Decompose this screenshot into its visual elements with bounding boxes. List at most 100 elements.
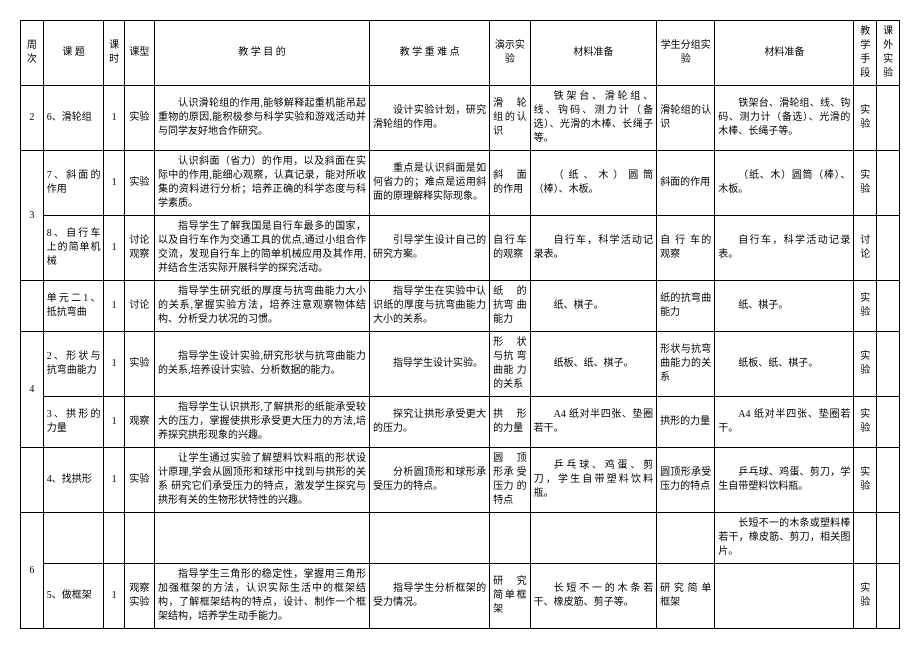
- cell-purpose: 让学生通过实验了解塑料饮料瓶的形状设计原理,学会从圆顶形和球形中找到与拱形的关系…: [155, 448, 370, 513]
- cell-type: 实验: [124, 151, 154, 216]
- cell-extra: [877, 86, 900, 151]
- cell-hours: 1: [104, 448, 124, 513]
- table-row: 5、做框架 1 观察实验 指导学生三角形的稳定性，掌握用三角形加强框架的方法，认…: [21, 564, 900, 629]
- cell-topic: 2、形状与抗弯曲能力: [43, 332, 104, 397]
- header-extra: 课外实验: [877, 21, 900, 86]
- cell-demo: 圆 顶 形承 受 压力 的 特点: [490, 448, 530, 513]
- cell-topic: 8、自行车上的简单机械: [43, 216, 104, 281]
- cell-group: 形状与抗弯曲能力的关系: [657, 332, 715, 397]
- cell-week: 2: [21, 86, 44, 151]
- cell-material1: [530, 513, 656, 564]
- table-row: 3 7、斜面的作用 1 实验 认识斜面（省力）的作用，以及斜面在实际中的作用,能…: [21, 151, 900, 216]
- cell-extra: [877, 513, 900, 564]
- cell-focus: 指导学生设计实验。: [370, 332, 490, 397]
- cell-group: 圆顶形承受压力的特点: [657, 448, 715, 513]
- cell-extra: [877, 448, 900, 513]
- cell-group: [657, 513, 715, 564]
- cell-type: 实验: [124, 86, 154, 151]
- cell-demo: 滑 轮 组的认识: [490, 86, 530, 151]
- cell-focus: 指导学生分析框架的受力情况。: [370, 564, 490, 629]
- cell-method: [854, 513, 877, 564]
- cell-method: 实验: [854, 397, 877, 448]
- cell-hours: 1: [104, 397, 124, 448]
- cell-material1: 长短不一的木条若干、橡皮筋、剪子等。: [530, 564, 656, 629]
- cell-hours: 1: [104, 86, 124, 151]
- header-row: 周次 课 题 课时 课型 教 学 目 的 教 学 重 难 点 演示实验 材料准备…: [21, 21, 900, 86]
- cell-extra: [877, 281, 900, 332]
- cell-demo: 形 状 与抗 弯 曲能 力 的关系: [490, 332, 530, 397]
- cell-type: 实验: [124, 332, 154, 397]
- cell-purpose: 指导学生研究纸的厚度与抗弯曲能力大小的关系,掌握实验方法，培养注意观察物体结构、…: [155, 281, 370, 332]
- main-table: 周次 课 题 课时 课型 教 学 目 的 教 学 重 难 点 演示实验 材料准备…: [20, 20, 900, 629]
- cell-week: [21, 448, 44, 513]
- cell-topic: 6、滑轮组: [43, 86, 104, 151]
- cell-material1: 铁架台、滑轮组、线、钩码、测力计（备选）、光滑的木棒、长绳子等。: [530, 86, 656, 151]
- cell-group: 拱形的力量: [657, 397, 715, 448]
- cell-material2: 自行车，科学活动记录表。: [715, 216, 854, 281]
- cell-material1: （纸、木）圆筒（棒）、木板。: [530, 151, 656, 216]
- cell-topic: 5、做框架: [43, 564, 104, 629]
- cell-focus: 探究让拱形承受更大的压力。: [370, 397, 490, 448]
- cell-week: [21, 281, 44, 332]
- cell-group: 自 行 车的观察: [657, 216, 715, 281]
- cell-topic: 单元二1、抵抗弯曲: [43, 281, 104, 332]
- cell-group: 纸的抗弯曲能力: [657, 281, 715, 332]
- cell-focus: [370, 513, 490, 564]
- table-row: 6 长短不一的木条或塑料棒若干，橡皮筋、剪刀，相关图片。: [21, 513, 900, 564]
- cell-material1: 乒乓球、鸡蛋、剪刀，学生自带塑料饮料瓶。: [530, 448, 656, 513]
- cell-demo: 斜 面 的作用: [490, 151, 530, 216]
- cell-extra: [877, 151, 900, 216]
- cell-group: 斜面的作用: [657, 151, 715, 216]
- cell-material2: （纸、木）圆筒（棒）、木板。: [715, 151, 854, 216]
- table-row: 3、拱形的力量 1 观察 指导学生认识拱形,了解拱形的纸能承受较大的压力，掌握使…: [21, 397, 900, 448]
- cell-focus: 设计实验计划，研究滑轮组的作用。: [370, 86, 490, 151]
- cell-extra: [877, 216, 900, 281]
- header-type: 课型: [124, 21, 154, 86]
- cell-week: 6: [21, 513, 44, 629]
- cell-method: 实验: [854, 448, 877, 513]
- header-demo: 演示实验: [490, 21, 530, 86]
- header-material2: 材料准备: [715, 21, 854, 86]
- cell-method: 实验: [854, 281, 877, 332]
- table-row: 4 2、形状与抗弯曲能力 1 实验 指导学生设计实验,研究形状与抗弯曲能力的关系…: [21, 332, 900, 397]
- cell-focus: 重点是认识斜面是如何省力的；难点是运用斜面的原理解释实际现象。: [370, 151, 490, 216]
- cell-material1: A4 纸对半四张、垫圈若干。: [530, 397, 656, 448]
- header-week: 周次: [21, 21, 44, 86]
- cell-focus: 分析圆顶形和球形承受压力的特点。: [370, 448, 490, 513]
- cell-method: 实验: [854, 86, 877, 151]
- cell-extra: [877, 564, 900, 629]
- cell-purpose: 指导学生设计实验,研究形状与抗弯曲能力的关系,培养设计实验、分析数据的能力。: [155, 332, 370, 397]
- cell-focus: 引导学生设计自己的研究方案。: [370, 216, 490, 281]
- table-row: 4、找拱形 1 实验 让学生通过实验了解塑料饮料瓶的形状设计原理,学会从圆顶形和…: [21, 448, 900, 513]
- cell-purpose: 指导学生了解我国是自行车最多的国家，以及自行车作为交通工具的优点,通过小组合作交…: [155, 216, 370, 281]
- cell-extra: [877, 397, 900, 448]
- cell-type: 观察: [124, 397, 154, 448]
- header-method: 教学手段: [854, 21, 877, 86]
- cell-material2: 铁架台、滑轮组、线、钩码、测力计（备选）、光滑的木棒、长绳子等。: [715, 86, 854, 151]
- cell-hours: [104, 513, 124, 564]
- lesson-plan-table: 周次 课 题 课时 课型 教 学 目 的 教 学 重 难 点 演示实验 材料准备…: [20, 20, 900, 629]
- cell-purpose: 指导学生认识拱形,了解拱形的纸能承受较大的压力，掌握使拱形承受更大压力的方法,培…: [155, 397, 370, 448]
- cell-group: 研 究 简 单框架: [657, 564, 715, 629]
- table-row: 8、自行车上的简单机械 1 讨论观察 指导学生了解我国是自行车最多的国家，以及自…: [21, 216, 900, 281]
- cell-week: 3: [21, 151, 44, 281]
- cell-type: 实验: [124, 448, 154, 513]
- header-purpose: 教 学 目 的: [155, 21, 370, 86]
- cell-material2: 纸、棋子。: [715, 281, 854, 332]
- table-row: 单元二1、抵抗弯曲 1 讨论 指导学生研究纸的厚度与抗弯曲能力大小的关系,掌握实…: [21, 281, 900, 332]
- table-row: 2 6、滑轮组 1 实验 认识滑轮组的作用,能够解释起重机能吊起重物的原因,能积…: [21, 86, 900, 151]
- header-topic: 课 题: [43, 21, 104, 86]
- header-group: 学生分组实验: [657, 21, 715, 86]
- cell-type: 讨论观察: [124, 216, 154, 281]
- cell-hours: 1: [104, 216, 124, 281]
- cell-type: 观察实验: [124, 564, 154, 629]
- cell-type: [124, 513, 154, 564]
- header-material1: 材料准备: [530, 21, 656, 86]
- cell-material1: 纸板、纸、棋子。: [530, 332, 656, 397]
- cell-group: 滑轮组的认识: [657, 86, 715, 151]
- cell-hours: 1: [104, 151, 124, 216]
- cell-material1: 纸、棋子。: [530, 281, 656, 332]
- cell-topic: 4、找拱形: [43, 448, 104, 513]
- cell-hours: 1: [104, 281, 124, 332]
- cell-topic: [43, 513, 104, 564]
